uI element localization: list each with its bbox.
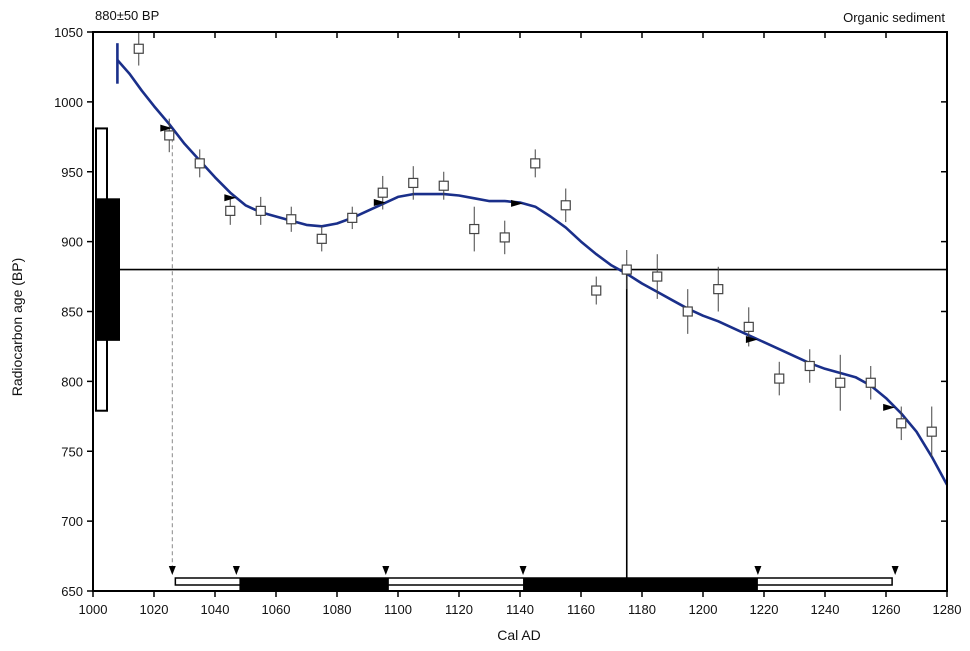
data-point: [499, 232, 510, 243]
y-tick-label: 850: [61, 305, 83, 320]
data-point: [316, 233, 327, 244]
data-point: [682, 306, 693, 317]
intercept-lines: [120, 131, 947, 591]
calendar-range-marker: [232, 566, 240, 575]
y-axis-title: Radiocarbon age (BP): [9, 258, 25, 397]
x-tick-label: 1040: [201, 602, 230, 617]
wiggle-arrows-group: [160, 124, 896, 411]
data-point: [560, 200, 571, 211]
tick-labels-group: 1000 1020 1040 1060 1080 1100 1120 1140 1160 1180…: [54, 25, 961, 617]
data-point: [621, 264, 632, 275]
age-probability-bars: [95, 127, 120, 412]
data-point: [286, 214, 297, 225]
y-tick-label: 1000: [54, 95, 83, 110]
data-point: [225, 205, 236, 216]
curve-arrow-marker: [160, 124, 173, 132]
data-point: [591, 285, 602, 296]
data-point: [865, 377, 876, 388]
x-tick-label: 1200: [689, 602, 718, 617]
data-point: [164, 130, 175, 141]
calendar-range-marker: [519, 566, 527, 575]
x-tick-label: 1100: [384, 602, 412, 617]
curve-arrow-marker: [883, 403, 896, 411]
y-tick-label: 1050: [54, 25, 83, 40]
y-tick-label: 900: [61, 235, 83, 250]
data-point: [438, 180, 449, 191]
y-tick-label: 650: [61, 584, 83, 599]
curve-arrow-marker: [511, 199, 524, 207]
data-point: [530, 158, 541, 169]
calendar-range-marker: [382, 566, 390, 575]
x-axis-title: Cal AD: [497, 627, 541, 643]
data-point: [804, 360, 815, 372]
curve-arrow-marker: [224, 194, 237, 202]
data-point: [926, 426, 937, 437]
data-point: [469, 223, 480, 235]
x-tick-label: 1260: [872, 602, 901, 617]
data-point: [835, 377, 846, 388]
x-tick-label: 1060: [262, 602, 291, 617]
sample-type-label: Organic sediment: [843, 10, 945, 25]
x-tick-label: 1140: [506, 602, 534, 617]
axes-group: [87, 31, 948, 597]
x-tick-label: 1220: [750, 602, 779, 617]
x-tick-label: 1160: [567, 602, 595, 617]
calendar-range-inner-bar: [523, 578, 758, 591]
y-tick-label: 700: [61, 514, 83, 529]
data-point: [743, 321, 754, 332]
measurement-label: 880±50 BP: [95, 8, 159, 23]
x-tick-label: 1120: [445, 602, 473, 617]
calibration-curve: [116, 59, 949, 486]
data-point: [774, 373, 785, 384]
x-tick-label: 1280: [933, 602, 962, 617]
x-tick-label: 1180: [628, 602, 656, 617]
y-tick-label: 950: [61, 165, 83, 180]
calendar-range-marker: [754, 566, 762, 575]
calibration-curve-group: [116, 43, 949, 486]
data-point: [408, 177, 419, 189]
data-point: [255, 205, 266, 216]
calendar-range-inner-bar: [239, 578, 389, 591]
plot-frame: [92, 31, 948, 592]
x-tick-label: 1080: [323, 602, 352, 617]
data-points-group: [133, 32, 937, 457]
data-point: [652, 271, 663, 282]
data-point: [896, 418, 907, 429]
calendar-range-marker: [168, 566, 176, 575]
data-point: [133, 43, 144, 54]
data-point: [347, 212, 358, 223]
data-point: [377, 187, 388, 198]
curve-arrow-marker: [745, 335, 758, 343]
curve-arrow-marker: [373, 198, 386, 206]
y-tick-label: 750: [61, 444, 83, 459]
x-tick-label: 1020: [140, 602, 169, 617]
data-point: [194, 158, 205, 169]
y-tick-label: 800: [61, 374, 83, 389]
data-point: [713, 284, 724, 295]
x-tick-label: 1000: [79, 602, 108, 617]
calendar-range-bars: [168, 566, 899, 591]
x-tick-label: 1240: [811, 602, 840, 617]
age-range-inner-bar: [95, 198, 120, 341]
calendar-range-marker: [891, 566, 899, 575]
